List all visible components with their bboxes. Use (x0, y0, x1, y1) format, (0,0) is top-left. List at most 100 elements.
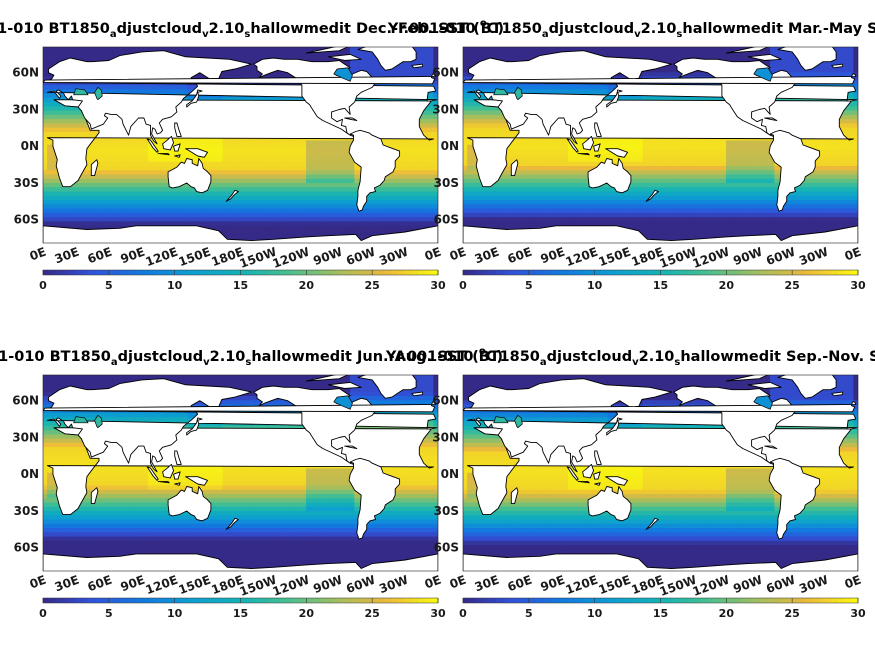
colorbar-tick-label: 0 (39, 279, 47, 292)
y-tick-label: 0N (21, 467, 39, 481)
y-tick-label: 60S (434, 213, 459, 227)
y-tick-label: 60N (432, 394, 459, 408)
y-tick-label: 60N (432, 66, 459, 80)
colorbar-tick-label: 0 (39, 607, 47, 620)
colorbar-tick-label: 5 (525, 279, 533, 292)
x-tick-label: 150E (597, 573, 633, 598)
colorbar: 0 5 10 15 20 25 30 (459, 269, 866, 292)
x-tick-label: 120W (271, 245, 312, 271)
y-tick-label: 60S (434, 541, 459, 555)
x-tick-label: 0E (843, 245, 863, 264)
x-tick-label: 60E (86, 573, 114, 595)
colorbar-tick-label: 20 (299, 607, 315, 620)
x-tick-label: 90W (731, 573, 764, 596)
y-tick-label: 0N (441, 467, 459, 481)
x-tick-label: 60W (344, 573, 377, 596)
x-tick-label: 30E (53, 245, 81, 267)
x-tick-label: 60E (506, 245, 534, 267)
y-tick-label: 60N (12, 66, 39, 80)
colorbar-tick-label: 20 (299, 279, 315, 292)
colorbar-tick-label: 5 (105, 279, 113, 292)
y-tick-label: 60S (14, 213, 39, 227)
x-tick-label: 0E (423, 573, 443, 592)
y-tick-label: 30S (14, 176, 39, 190)
x-tick-label: 120W (271, 573, 312, 599)
x-tick-label: 150E (177, 245, 213, 270)
x-tick-label: 60E (86, 245, 114, 267)
x-tick-label: 120W (691, 573, 732, 599)
colorbar-tick-label: 20 (719, 279, 735, 292)
colorbar-tick-label: 25 (785, 607, 800, 620)
x-tick-label: 90W (311, 245, 344, 268)
colorbar-tick-label: 25 (365, 607, 380, 620)
x-tick-label: 90W (731, 245, 764, 268)
x-tick-label: 30W (377, 245, 410, 268)
colorbar: 0 5 10 15 20 25 30 (459, 597, 866, 620)
colorbar-tick-label: 15 (233, 279, 248, 292)
x-tick-label: 120E (564, 573, 600, 598)
x-tick-label: 150E (597, 245, 633, 270)
x-tick-label: 60W (764, 573, 797, 596)
colorbar-tick-label: 20 (719, 607, 735, 620)
colorbar: 0 5 10 15 20 25 30 (39, 597, 446, 620)
y-tick-label: 30N (432, 430, 459, 444)
y-tick-label: 30S (14, 504, 39, 518)
x-tick-label: 0E (423, 245, 443, 264)
x-tick-label: 120E (564, 245, 600, 270)
y-tick-label: 0N (21, 139, 39, 153)
colorbar-tick-label: 25 (365, 279, 380, 292)
x-tick-label: 60E (506, 573, 534, 595)
x-tick-label: 30W (797, 245, 830, 268)
colorbar-tick-label: 0 (459, 279, 467, 292)
colorbar-tick-label: 15 (653, 607, 668, 620)
colorbar-tick-label: 15 (653, 279, 668, 292)
x-tick-label: 60W (344, 245, 377, 268)
continents (463, 47, 858, 243)
x-tick-label: 0E (28, 573, 48, 592)
y-tick-label: 60S (14, 541, 39, 555)
x-tick-label: 0E (448, 245, 468, 264)
x-tick-label: 120W (691, 245, 732, 271)
colorbar-tick-label: 10 (587, 279, 603, 292)
x-tick-label: 60W (764, 245, 797, 268)
x-tick-label: 30W (377, 573, 410, 596)
colorbar-tick-label: 30 (430, 279, 446, 292)
sst-map-panel-3: 001-010 BT1850adjustcloudv2.10shallowmed… (0, 346, 503, 620)
x-tick-label: 0E (28, 245, 48, 264)
colorbar-tick-label: 5 (525, 607, 533, 620)
x-tick-label: 30E (473, 245, 501, 267)
panel-title: Yr.001-010 BT1850adjustcloudv2.10shallow… (387, 18, 875, 40)
colorbar-tick-label: 0 (459, 607, 467, 620)
x-tick-label: 0E (448, 573, 468, 592)
sst-map-panel-2: Yr.001-010 BT1850adjustcloudv2.10shallow… (387, 18, 875, 292)
panel-title: 001-010 BT1850adjustcloudv2.10shallowmed… (0, 346, 503, 368)
x-tick-label: 120E (144, 573, 180, 598)
colorbar-tick-label: 15 (233, 607, 248, 620)
colorbar-tick-label: 10 (587, 607, 603, 620)
y-tick-label: 30N (12, 430, 39, 444)
y-tick-label: 0N (441, 139, 459, 153)
continents (463, 375, 858, 571)
y-tick-label: 30N (12, 102, 39, 116)
y-tick-label: 60N (12, 394, 39, 408)
y-tick-label: 30S (434, 176, 459, 190)
y-tick-label: 30N (432, 102, 459, 116)
colorbar-tick-label: 30 (850, 607, 866, 620)
x-tick-label: 30E (473, 573, 501, 595)
colorbar-tick-label: 25 (785, 279, 800, 292)
colorbar: 0 5 10 15 20 25 30 (39, 269, 446, 292)
x-tick-label: 30E (53, 573, 81, 595)
sst-map-panel-4: Yr.001-010 BT1850adjustcloudv2.10shallow… (385, 346, 875, 620)
x-tick-label: 150E (177, 573, 213, 598)
colorbar-tick-label: 5 (105, 607, 113, 620)
x-tick-label: 90W (311, 573, 344, 596)
continents (43, 375, 438, 571)
x-tick-label: 0E (843, 573, 863, 592)
colorbar-tick-label: 30 (430, 607, 446, 620)
colorbar-tick-label: 30 (850, 279, 866, 292)
x-tick-label: 30W (797, 573, 830, 596)
x-tick-label: 120E (144, 245, 180, 270)
y-tick-label: 30S (434, 504, 459, 518)
panel-title: Yr.001-010 BT1850adjustcloudv2.10shallow… (385, 346, 875, 368)
